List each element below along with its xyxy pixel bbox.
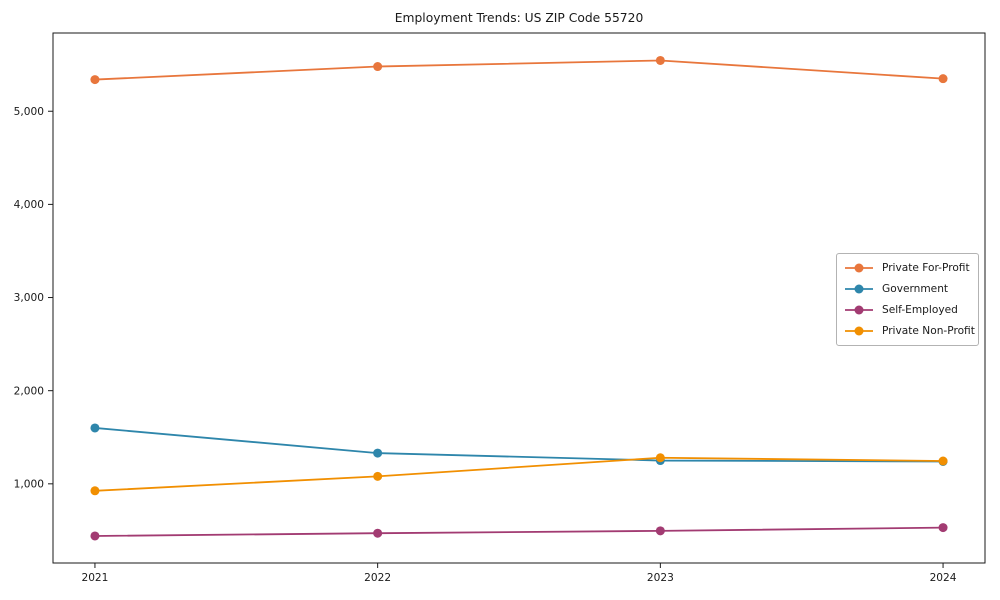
y-tick-label: 5,000 [14, 106, 45, 118]
legend: Private For-Profit Government Self-Emplo… [836, 253, 979, 346]
series-line-3 [94, 456, 944, 492]
series-line-2 [94, 526, 944, 537]
x-tick-label: 2021 [81, 572, 108, 584]
legend-line-marker-icon [845, 305, 873, 315]
legend-item-self-employed: Self-Employed [844, 300, 971, 320]
y-tick-label: 3,000 [14, 292, 45, 304]
y-tick-label: 2,000 [14, 385, 45, 397]
data-point [655, 526, 665, 536]
legend-label: Government [882, 283, 949, 296]
data-point [90, 531, 100, 541]
data-point [373, 471, 383, 481]
data-point [938, 456, 948, 466]
chart-title: Employment Trends: US ZIP Code 55720 [394, 11, 644, 25]
x-tick-label: 2022 [364, 572, 391, 584]
legend-label: Self-Employed [882, 303, 958, 316]
data-point [373, 448, 383, 458]
y-tick-label: 4,000 [14, 199, 45, 211]
x-tick-label: 2024 [930, 572, 957, 584]
data-point [373, 62, 383, 72]
data-point [90, 75, 100, 85]
x-tick-label: 2023 [647, 572, 674, 584]
data-point [938, 74, 948, 84]
legend-label: Private For-Profit [882, 262, 970, 275]
data-point [938, 523, 948, 533]
y-tick-label: 1,000 [14, 478, 45, 490]
legend-label: Private Non-Profit [882, 324, 975, 337]
data-point [655, 55, 665, 65]
data-point [655, 453, 665, 463]
series-line-0 [94, 59, 944, 81]
data-point [373, 528, 383, 538]
legend-item-private-non-profit: Private Non-Profit [844, 321, 975, 341]
legend-line-marker-icon [845, 326, 873, 336]
legend-item-government: Government [844, 279, 971, 299]
series-line-1 [94, 427, 944, 463]
data-point [90, 423, 100, 433]
legend-line-marker-icon [845, 284, 873, 294]
legend-item-private-for-profit: Private For-Profit [844, 258, 971, 278]
legend-line-marker-icon [845, 263, 873, 273]
data-point [90, 486, 100, 496]
